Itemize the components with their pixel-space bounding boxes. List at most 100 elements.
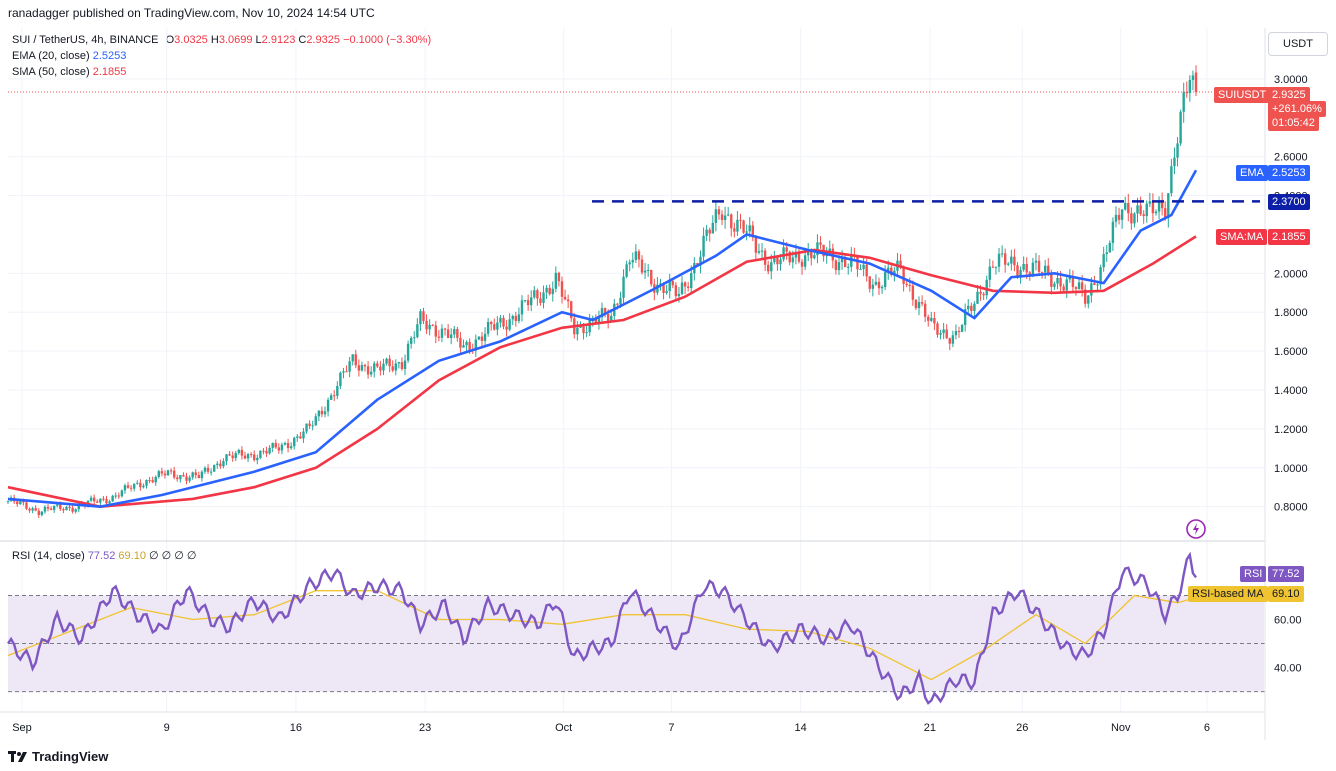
candle-body — [776, 257, 779, 265]
candle-body — [243, 455, 247, 459]
candle-body — [1037, 260, 1041, 272]
candle-body — [791, 257, 795, 263]
candle-body — [268, 447, 271, 454]
currency-selector[interactable]: USDT — [1268, 32, 1328, 56]
rsi-tag: RSI — [1240, 566, 1267, 582]
candle-body — [1050, 274, 1053, 287]
close-value: 2.9325 — [306, 34, 340, 46]
grid — [8, 28, 1265, 712]
candle-body — [19, 501, 22, 505]
candle-body — [594, 317, 598, 324]
candle-body — [197, 475, 201, 479]
rsima-legend-value: 69.10 — [118, 550, 146, 562]
candle-body — [871, 284, 875, 289]
low-value: 2.9123 — [261, 34, 296, 46]
open-key: O — [165, 34, 175, 46]
candle-body — [462, 345, 465, 348]
candle-body — [271, 442, 274, 448]
candle-body — [209, 471, 213, 473]
candle-body — [637, 251, 641, 260]
time-axis: Sep 9 16 23 Oct 7 14 21 26 Nov 6 — [12, 722, 1210, 734]
candle-body — [508, 319, 511, 330]
candle-body — [397, 362, 401, 364]
candle-body — [416, 324, 419, 338]
candle-body — [43, 506, 47, 512]
candle-body — [1062, 286, 1065, 291]
candle-body — [548, 287, 551, 295]
tradingview-logo[interactable]: TradingView — [8, 749, 108, 764]
candle-body — [696, 263, 699, 266]
candle-body — [440, 328, 444, 338]
candle-body — [893, 270, 896, 275]
candle-body — [1025, 263, 1028, 273]
candle-body — [342, 371, 345, 373]
candle-body — [320, 410, 324, 415]
candle-body — [499, 317, 502, 323]
candle-body — [234, 453, 237, 459]
price-tick-label: 1.6000 — [1274, 346, 1308, 358]
candle-body — [120, 490, 124, 497]
close-key: C — [298, 34, 307, 46]
candle-body — [542, 292, 545, 303]
sma-legend-row[interactable]: SMA (50, close) 2.1855 — [12, 64, 431, 80]
candle-body — [363, 365, 367, 367]
candle-body — [77, 503, 80, 510]
candle-body — [551, 288, 554, 295]
candle-body — [1111, 221, 1115, 243]
price-axis: 3.00002.60002.40002.00001.80001.60001.40… — [1274, 74, 1308, 514]
price-tick-label: 2.6000 — [1274, 152, 1308, 164]
candle-body — [1148, 201, 1152, 204]
candle-body — [249, 454, 253, 456]
time-tick-label: 7 — [668, 722, 674, 734]
candle-body — [908, 284, 911, 286]
candle-body — [474, 339, 478, 351]
candle-body — [690, 273, 693, 288]
candle-body — [163, 473, 167, 476]
candle-body — [425, 320, 428, 330]
candle-body — [394, 363, 397, 371]
candle-body — [160, 471, 164, 474]
candle-body — [274, 442, 277, 448]
candle-body — [566, 299, 570, 302]
candle-body — [659, 283, 662, 285]
candle-body — [677, 293, 681, 297]
candle-body — [1176, 143, 1179, 158]
time-tick-label: 16 — [290, 722, 302, 734]
candle-body — [369, 371, 373, 375]
price-tick-label: 0.8000 — [1274, 502, 1308, 514]
ema-legend-row[interactable]: EMA (20, close) 2.5253 — [12, 48, 431, 64]
time-tick-label: 23 — [419, 722, 431, 734]
open-value: 3.0325 — [174, 34, 208, 46]
candle-body — [671, 280, 674, 286]
candle-body — [517, 314, 521, 322]
candle-body — [280, 444, 284, 451]
candle-body — [1130, 213, 1133, 224]
time-tick-label: 21 — [924, 722, 936, 734]
candle-body — [1154, 211, 1158, 214]
candle-body — [708, 229, 711, 234]
rsi-tick-label: 40.00 — [1274, 663, 1302, 675]
candle-body — [1034, 260, 1038, 263]
rsi-tick-label: 60.00 — [1274, 614, 1302, 626]
candle-body — [683, 282, 687, 287]
candle-body — [674, 285, 678, 297]
candle-body — [862, 264, 865, 270]
price-tick-label: 1.2000 — [1274, 424, 1308, 436]
candle-body — [483, 333, 487, 341]
candle-body — [1139, 205, 1142, 215]
symbol-title[interactable]: SUI / TetherUS, 4h, BINANCE — [12, 34, 159, 46]
rsi-legend[interactable]: RSI (14, close) 77.52 69.10 ∅ ∅ ∅ ∅ — [12, 549, 197, 562]
rsi-legend-extras: ∅ ∅ ∅ ∅ — [149, 550, 197, 562]
candle-body — [154, 476, 157, 483]
candle-body — [619, 297, 622, 305]
candle-body — [502, 317, 505, 327]
candle-body — [1157, 201, 1161, 212]
candle-body — [1120, 209, 1124, 220]
candle-body — [326, 399, 330, 412]
candle-body — [89, 497, 93, 501]
candle-body — [837, 262, 841, 271]
candle-body — [40, 511, 44, 515]
candle-body — [314, 416, 317, 426]
candle-body — [1102, 254, 1105, 268]
